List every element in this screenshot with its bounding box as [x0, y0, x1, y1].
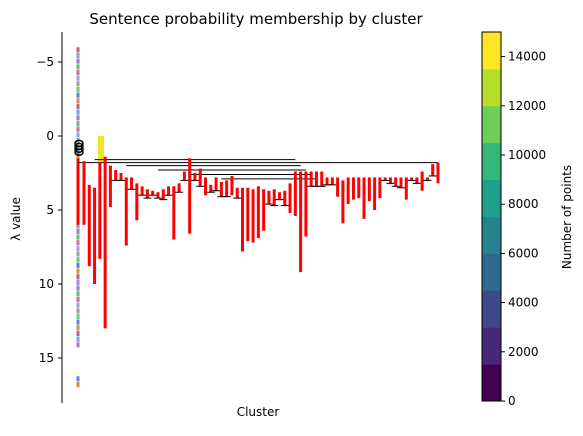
root-point-strip [76, 126, 80, 132]
colorbar-tick-label: 0 [508, 394, 516, 408]
colorbar-segment [482, 253, 501, 291]
colorbar-tick-label: 10000 [508, 148, 546, 162]
selected-cluster-marker [74, 145, 84, 154]
colorbar-segment [482, 216, 501, 254]
root-point-strip [76, 240, 80, 246]
root-point-strip [76, 268, 80, 274]
root-point-strip [76, 251, 80, 257]
root-point-strip [76, 308, 80, 314]
colorbar-segment [482, 142, 501, 181]
root-point-strip [76, 64, 80, 70]
root-point-strip [76, 47, 80, 53]
root-point-strip [76, 75, 80, 81]
root-point-strip [76, 325, 80, 331]
colorbar-tick-label: 2000 [508, 345, 539, 359]
y-axis-ticks: −5 0 5 10 15 [36, 55, 62, 365]
root-point-strip [76, 376, 80, 382]
y-tick-label: 10 [39, 277, 54, 291]
plot-area [74, 47, 440, 388]
root-point-strip [76, 257, 80, 263]
root-point-strip [76, 115, 80, 121]
root-point-strip [76, 223, 80, 229]
colorbar-segment [482, 105, 501, 144]
root-point-strip [76, 279, 80, 285]
root-point-strip [76, 98, 80, 104]
root-point-strip [76, 336, 80, 342]
colorbar-tick-label: 6000 [508, 246, 539, 260]
root-point-strip [76, 234, 80, 240]
colorbar-segment [482, 32, 501, 70]
root-point-strip [76, 319, 80, 325]
root-point-strip [76, 132, 80, 138]
y-tick-label: −5 [36, 55, 54, 69]
root-point-strip [76, 103, 80, 110]
colorbar-label: Number of points [560, 165, 574, 269]
selected-cluster-marker [74, 148, 84, 157]
root-branch-bar [76, 158, 80, 225]
root-point-strip [76, 120, 80, 127]
colorbar-segment [482, 290, 501, 328]
colorbar-tick-label: 8000 [508, 197, 539, 211]
y-tick-label: 5 [46, 203, 54, 217]
root-point-strip [76, 154, 80, 161]
root-point-strip [76, 302, 80, 308]
root-point-strip [76, 381, 80, 388]
colorbar-segment [482, 179, 501, 217]
y-tick-label: 15 [39, 351, 54, 365]
root-point-strip [76, 285, 80, 291]
root-point-strip [76, 228, 80, 234]
root-point-strip [76, 92, 80, 98]
colorbar-tick-label: 4000 [508, 296, 539, 310]
colorbar-segment [482, 327, 501, 365]
colorbar: 0 2000 4000 6000 8000 10000 12000 14000 [481, 31, 546, 408]
root-point-strip [76, 291, 80, 297]
y-tick-label: 0 [46, 129, 54, 143]
root-point-strip [76, 274, 80, 280]
root-point-strip [76, 262, 80, 268]
root-point-strip [76, 52, 80, 59]
root-point-strip [76, 330, 80, 337]
colorbar-segment [482, 364, 501, 402]
colorbar-frame [481, 31, 502, 402]
colorbar-segment [482, 68, 501, 107]
root-point-strip [76, 342, 80, 348]
root-point-strip [76, 109, 80, 115]
x-axis-label: Cluster [237, 405, 280, 419]
root-point-strip [76, 296, 80, 302]
root-point-strip [76, 86, 80, 93]
root-point-strip [76, 245, 80, 251]
root-point-strip [76, 58, 80, 64]
root-point-strip [76, 313, 80, 320]
y-axis-label: λ value [9, 197, 23, 241]
root-point-strip [76, 69, 80, 76]
colorbar-tick-label: 14000 [508, 50, 546, 64]
colorbar-tick-label: 12000 [508, 99, 546, 113]
chart-title: Sentence probability membership by clust… [89, 10, 423, 28]
root-point-strip [76, 81, 80, 87]
largest-branch-bar [98, 136, 104, 163]
